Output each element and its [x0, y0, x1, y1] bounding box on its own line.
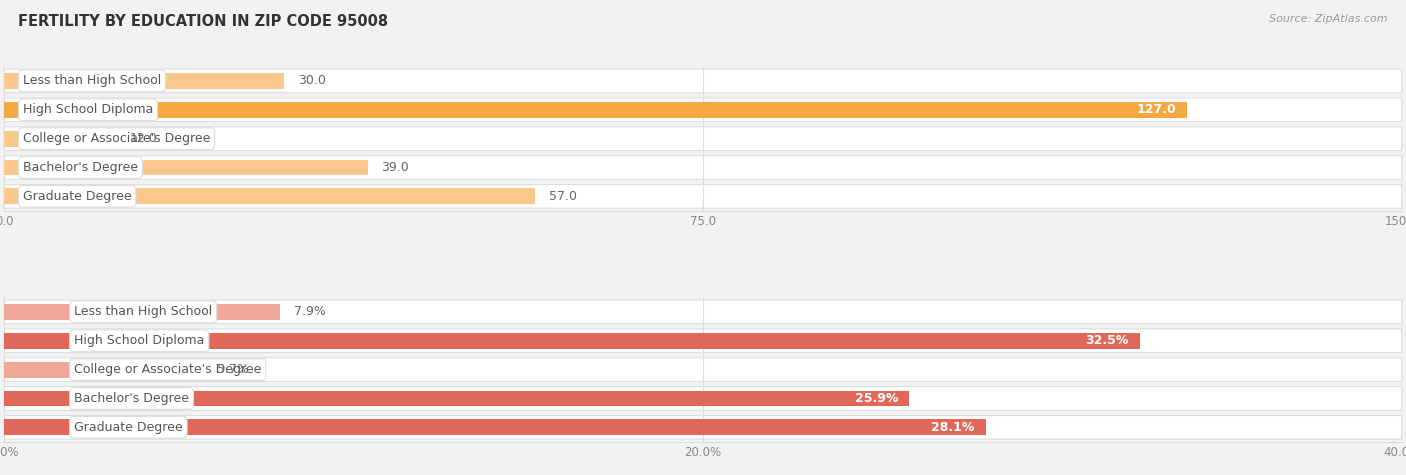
Bar — [4, 419, 986, 435]
Bar — [4, 131, 117, 147]
FancyBboxPatch shape — [4, 185, 1402, 208]
Text: Less than High School: Less than High School — [75, 305, 212, 318]
Text: 28.1%: 28.1% — [931, 421, 974, 434]
Text: 32.5%: 32.5% — [1085, 334, 1129, 347]
Bar — [4, 333, 1140, 349]
Text: FERTILITY BY EDUCATION IN ZIP CODE 95008: FERTILITY BY EDUCATION IN ZIP CODE 95008 — [18, 14, 388, 29]
FancyBboxPatch shape — [4, 156, 1402, 180]
Bar — [4, 390, 910, 407]
FancyBboxPatch shape — [4, 69, 1402, 93]
Text: High School Diploma: High School Diploma — [75, 334, 204, 347]
FancyBboxPatch shape — [4, 98, 1402, 122]
Text: Graduate Degree: Graduate Degree — [75, 421, 183, 434]
Text: High School Diploma: High School Diploma — [22, 103, 153, 116]
Text: Less than High School: Less than High School — [22, 75, 162, 87]
Text: Source: ZipAtlas.com: Source: ZipAtlas.com — [1270, 14, 1388, 24]
Bar — [4, 361, 204, 378]
Text: 30.0: 30.0 — [298, 75, 326, 87]
Text: Bachelor's Degree: Bachelor's Degree — [75, 392, 188, 405]
Text: Graduate Degree: Graduate Degree — [22, 190, 132, 203]
FancyBboxPatch shape — [4, 300, 1402, 323]
Text: 7.9%: 7.9% — [294, 305, 326, 318]
Text: College or Associate's Degree: College or Associate's Degree — [22, 132, 211, 145]
Text: Bachelor's Degree: Bachelor's Degree — [22, 161, 138, 174]
Text: 12.0: 12.0 — [129, 132, 157, 145]
Text: 25.9%: 25.9% — [855, 392, 898, 405]
Bar — [4, 160, 367, 175]
Text: 39.0: 39.0 — [381, 161, 409, 174]
Text: 127.0: 127.0 — [1136, 103, 1177, 116]
FancyBboxPatch shape — [4, 416, 1402, 439]
Bar — [4, 304, 280, 320]
Text: College or Associate's Degree: College or Associate's Degree — [75, 363, 262, 376]
Text: 57.0: 57.0 — [550, 190, 578, 203]
FancyBboxPatch shape — [4, 127, 1402, 151]
Bar — [4, 102, 1188, 118]
Text: 5.7%: 5.7% — [218, 363, 249, 376]
FancyBboxPatch shape — [4, 358, 1402, 381]
Bar — [4, 189, 536, 204]
FancyBboxPatch shape — [4, 329, 1402, 352]
Bar — [4, 73, 284, 89]
FancyBboxPatch shape — [4, 387, 1402, 410]
